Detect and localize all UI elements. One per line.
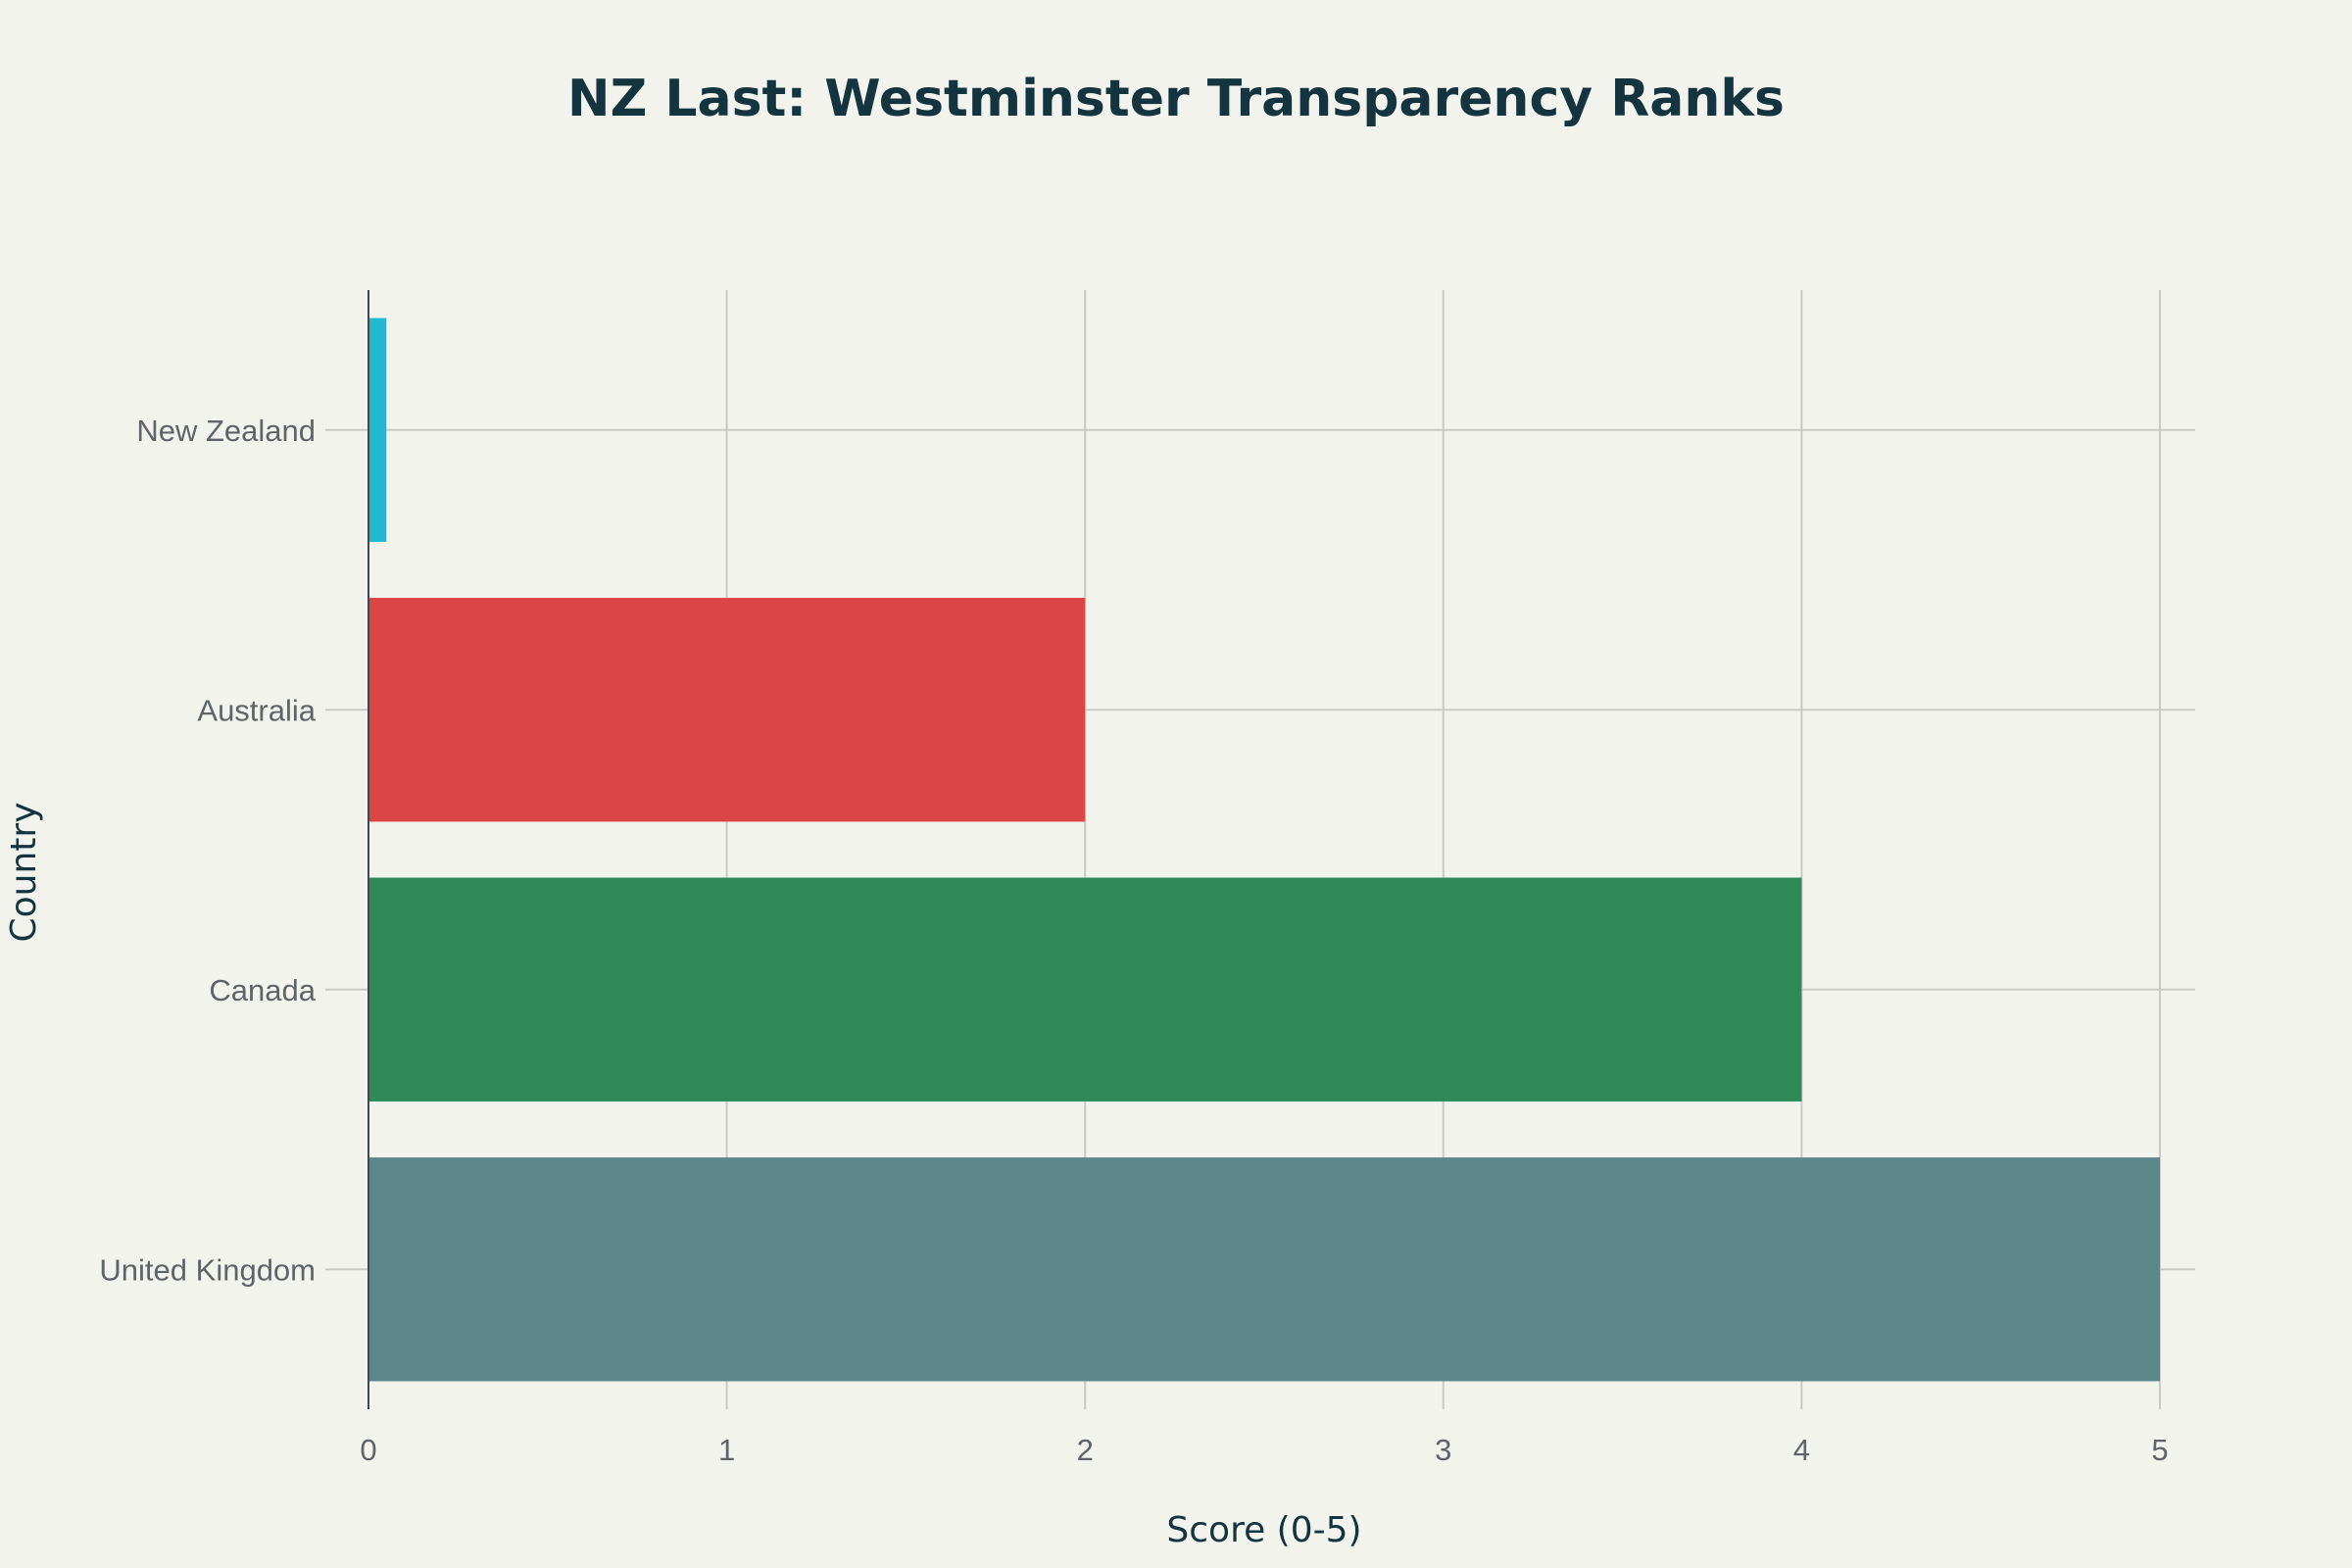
chart-title: NZ Last: Westminster Transparency Ranks	[567, 70, 1785, 128]
y-tick-label: New Zealand	[136, 414, 316, 448]
x-tick-label: 1	[718, 1433, 735, 1467]
y-tick-label: Canada	[209, 973, 316, 1007]
bar-new-zealand[interactable]	[368, 318, 387, 542]
y-axis-title: Country	[4, 802, 44, 942]
x-tick-label: 2	[1077, 1433, 1094, 1467]
bar-united-kingdom[interactable]	[368, 1157, 2160, 1382]
x-tick-label: 0	[360, 1433, 376, 1467]
x-tick-label: 4	[1793, 1433, 1810, 1467]
bars	[368, 318, 2160, 1382]
x-axis-title: Score (0-5)	[1166, 1510, 1361, 1550]
bar-canada[interactable]	[368, 877, 1802, 1102]
x-tick-label: 5	[2151, 1433, 2168, 1467]
y-tick-label: United Kingdom	[99, 1252, 316, 1287]
bar-australia[interactable]	[368, 598, 1086, 822]
x-tick-label: 3	[1435, 1433, 1451, 1467]
x-tick-labels: 0 1 2 3 4 5	[360, 1433, 2168, 1467]
y-tick-label: Australia	[197, 693, 316, 727]
y-tick-labels: New Zealand Australia Canada United Kingdom	[99, 414, 316, 1288]
